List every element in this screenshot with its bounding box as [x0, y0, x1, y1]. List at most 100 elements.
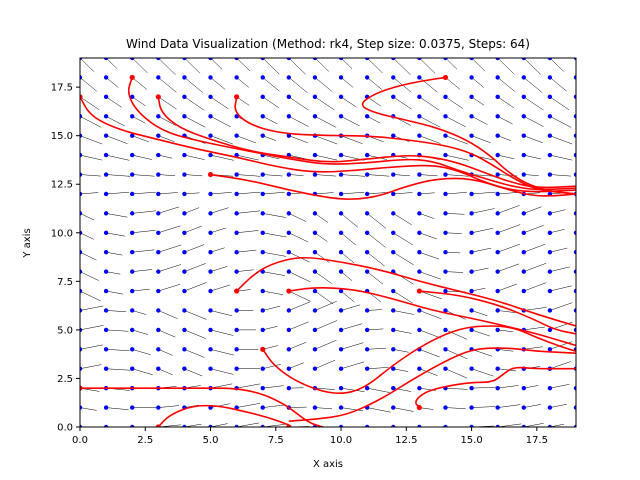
- grid-point: [469, 133, 474, 138]
- grid-point: [573, 152, 576, 158]
- streamline: [157, 404, 290, 427]
- wind-vector: [497, 224, 521, 234]
- grid-point: [338, 230, 344, 235]
- grid-point: [417, 75, 422, 80]
- wind-vector: [367, 367, 389, 369]
- wind-vector: [523, 326, 546, 331]
- wind-vector: [80, 305, 104, 311]
- wind-vector: [262, 326, 278, 331]
- grid-point: [469, 58, 474, 61]
- grid-point: [103, 172, 109, 177]
- streamline-seed: [155, 424, 161, 427]
- wind-vector: [184, 174, 203, 177]
- grid-point: [286, 269, 292, 274]
- grid-point: [80, 347, 83, 352]
- wind-vector: [158, 225, 181, 234]
- x-tick-label: 17.5: [526, 435, 548, 446]
- grid-point: [130, 347, 135, 352]
- wind-vector: [106, 329, 129, 332]
- grid-point: [338, 58, 344, 61]
- wind-vector: [471, 77, 485, 88]
- wind-vector: [80, 58, 95, 72]
- wind-vector: [262, 192, 285, 195]
- grid-point: [208, 250, 213, 255]
- wind-vector: [210, 116, 232, 128]
- wind-vector: [288, 301, 311, 311]
- grid-point: [391, 347, 396, 352]
- grid-point: [391, 385, 396, 391]
- grid-point: [156, 327, 161, 333]
- wind-vector: [80, 290, 101, 302]
- grid-point: [234, 191, 239, 197]
- grid-point: [364, 211, 370, 216]
- grid-point: [364, 385, 370, 391]
- streamline-seed: [80, 385, 83, 391]
- wind-vector: [523, 135, 543, 144]
- grid-point: [182, 191, 187, 197]
- wind-vector: [158, 284, 181, 292]
- wind-vector: [80, 96, 100, 111]
- grid-point: [443, 424, 448, 427]
- wind-vector: [262, 251, 287, 257]
- wind-vector: [419, 232, 437, 240]
- wind-vector: [236, 154, 259, 161]
- grid-point: [103, 308, 109, 313]
- grid-point: [130, 211, 135, 216]
- grid-point: [547, 94, 553, 100]
- grid-point: [208, 133, 213, 138]
- wind-vector: [132, 310, 147, 315]
- grid-point: [338, 269, 344, 274]
- grid-point: [312, 366, 318, 371]
- grid-point: [208, 308, 213, 313]
- grid-point: [156, 269, 161, 274]
- wind-vector: [262, 404, 286, 408]
- wind-vector: [106, 271, 121, 275]
- grid-point: [103, 94, 109, 100]
- grid-point: [338, 172, 344, 177]
- grid-point: [208, 230, 213, 235]
- grid-point: [80, 58, 83, 61]
- wind-vector: [80, 364, 102, 369]
- wind-vector: [497, 192, 520, 195]
- wind-vector: [445, 192, 467, 195]
- grid-point: [286, 347, 292, 352]
- wind-vector: [575, 155, 576, 156]
- streamline-seed: [260, 346, 266, 352]
- wind-vector: [314, 252, 330, 263]
- grid-point: [260, 133, 265, 138]
- wind-vector: [314, 300, 337, 311]
- wind-vector: [419, 290, 442, 300]
- x-tick-label: 15.0: [460, 435, 482, 446]
- y-tick-label: 0.0: [57, 423, 73, 434]
- wind-vector: [314, 58, 329, 72]
- wind-vector: [419, 77, 438, 93]
- grid-point: [260, 230, 265, 235]
- x-axis: 0.0 2.5 5.0 7.5 10.0 12.5 15.0 17.5: [72, 427, 548, 446]
- grid-point: [312, 308, 318, 313]
- streamline: [262, 325, 576, 394]
- wind-vector: [549, 116, 572, 128]
- grid-point: [521, 211, 526, 216]
- grid-point: [286, 191, 292, 197]
- wind-vector: [210, 77, 226, 90]
- wind-vector: [210, 329, 234, 336]
- wind-vector: [523, 174, 539, 176]
- wind-vector: [288, 232, 309, 243]
- wind-vector: [497, 77, 515, 92]
- x-tick-label: 7.5: [268, 435, 284, 446]
- wind-vector: [314, 359, 336, 369]
- wind-vector: [210, 247, 225, 253]
- grid-point: [469, 405, 474, 410]
- grid-point: [417, 114, 422, 119]
- wind-vector: [445, 174, 469, 177]
- wind-vector: [158, 58, 176, 75]
- wind-vector: [132, 368, 153, 376]
- grid-point: [130, 250, 135, 255]
- grid-point: [156, 288, 161, 294]
- wind-vector: [340, 304, 361, 311]
- grid-point: [495, 288, 500, 294]
- wind-vector: [367, 271, 384, 285]
- wind-vector: [106, 191, 130, 195]
- wind-vector: [132, 116, 146, 124]
- grid-point: [103, 133, 109, 138]
